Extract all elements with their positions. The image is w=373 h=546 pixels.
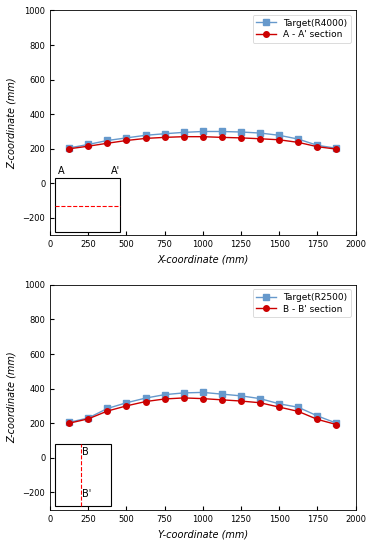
Target(R2500): [220, 391, 224, 397]
Target(R2500): [201, 389, 205, 396]
A - A' section: [124, 137, 129, 144]
Target(R4000): [220, 128, 224, 135]
Target(R2500): [67, 419, 72, 425]
A - A' section: [105, 140, 110, 146]
A - A' section: [239, 135, 243, 141]
Target(R2500): [296, 404, 301, 411]
Target(R4000): [277, 132, 282, 139]
Target(R4000): [315, 142, 320, 149]
B - B' section: [220, 396, 224, 403]
B - B' section: [124, 402, 129, 409]
Target(R2500): [315, 413, 320, 419]
B - B' section: [67, 420, 72, 426]
Line: Target(R2500): Target(R2500): [66, 390, 339, 426]
Target(R4000): [296, 136, 301, 143]
B - B' section: [182, 395, 186, 401]
A - A' section: [201, 133, 205, 140]
Line: Target(R4000): Target(R4000): [66, 129, 339, 151]
Target(R4000): [334, 145, 339, 152]
Target(R4000): [124, 135, 129, 141]
X-axis label: Y-coordinate (mm): Y-coordinate (mm): [158, 529, 248, 539]
Text: A: A: [58, 167, 65, 176]
A - A' section: [67, 146, 72, 152]
Line: A - A' section: A - A' section: [66, 134, 339, 152]
Target(R2500): [162, 391, 167, 398]
B - B' section: [315, 416, 320, 423]
Target(R2500): [182, 390, 186, 396]
Target(R4000): [143, 132, 148, 139]
A - A' section: [143, 135, 148, 141]
B - B' section: [239, 398, 243, 405]
A - A' section: [86, 143, 91, 150]
Target(R4000): [162, 130, 167, 137]
Target(R2500): [86, 415, 91, 422]
B - B' section: [334, 422, 339, 428]
Target(R2500): [334, 420, 339, 426]
Y-axis label: Z-coordinate (mm): Z-coordinate (mm): [7, 77, 17, 169]
Target(R4000): [258, 130, 262, 136]
Line: B - B' section: B - B' section: [66, 395, 339, 428]
Y-axis label: Z-coordinate (mm): Z-coordinate (mm): [7, 352, 17, 443]
B - B' section: [105, 408, 110, 414]
Target(R4000): [201, 128, 205, 135]
Target(R2500): [258, 395, 262, 402]
A - A' section: [220, 134, 224, 141]
B - B' section: [86, 416, 91, 422]
Target(R2500): [239, 393, 243, 399]
Legend: Target(R4000), A - A' section: Target(R4000), A - A' section: [253, 15, 351, 43]
B - B' section: [296, 408, 301, 415]
A - A' section: [277, 136, 282, 143]
Text: B': B': [82, 489, 91, 499]
Target(R4000): [182, 129, 186, 135]
B - B' section: [258, 400, 262, 406]
Bar: [55, 444, 111, 506]
A - A' section: [296, 139, 301, 146]
Target(R4000): [105, 137, 110, 144]
B - B' section: [201, 395, 205, 402]
Target(R2500): [277, 401, 282, 407]
Legend: Target(R2500), B - B' section: Target(R2500), B - B' section: [253, 289, 351, 317]
A - A' section: [315, 144, 320, 150]
Target(R2500): [105, 405, 110, 412]
Target(R2500): [124, 400, 129, 406]
Target(R4000): [67, 145, 72, 151]
A - A' section: [162, 134, 167, 141]
B - B' section: [143, 398, 148, 405]
A - A' section: [258, 135, 262, 142]
A - A' section: [334, 146, 339, 152]
A - A' section: [182, 133, 186, 140]
Bar: [55, 178, 120, 232]
B - B' section: [162, 396, 167, 402]
Text: A': A': [111, 167, 120, 176]
Target(R4000): [86, 141, 91, 148]
B - B' section: [277, 404, 282, 411]
Target(R4000): [239, 129, 243, 135]
Target(R2500): [143, 395, 148, 401]
X-axis label: X-coordinate (mm): X-coordinate (mm): [157, 254, 248, 265]
Text: B: B: [82, 447, 89, 458]
